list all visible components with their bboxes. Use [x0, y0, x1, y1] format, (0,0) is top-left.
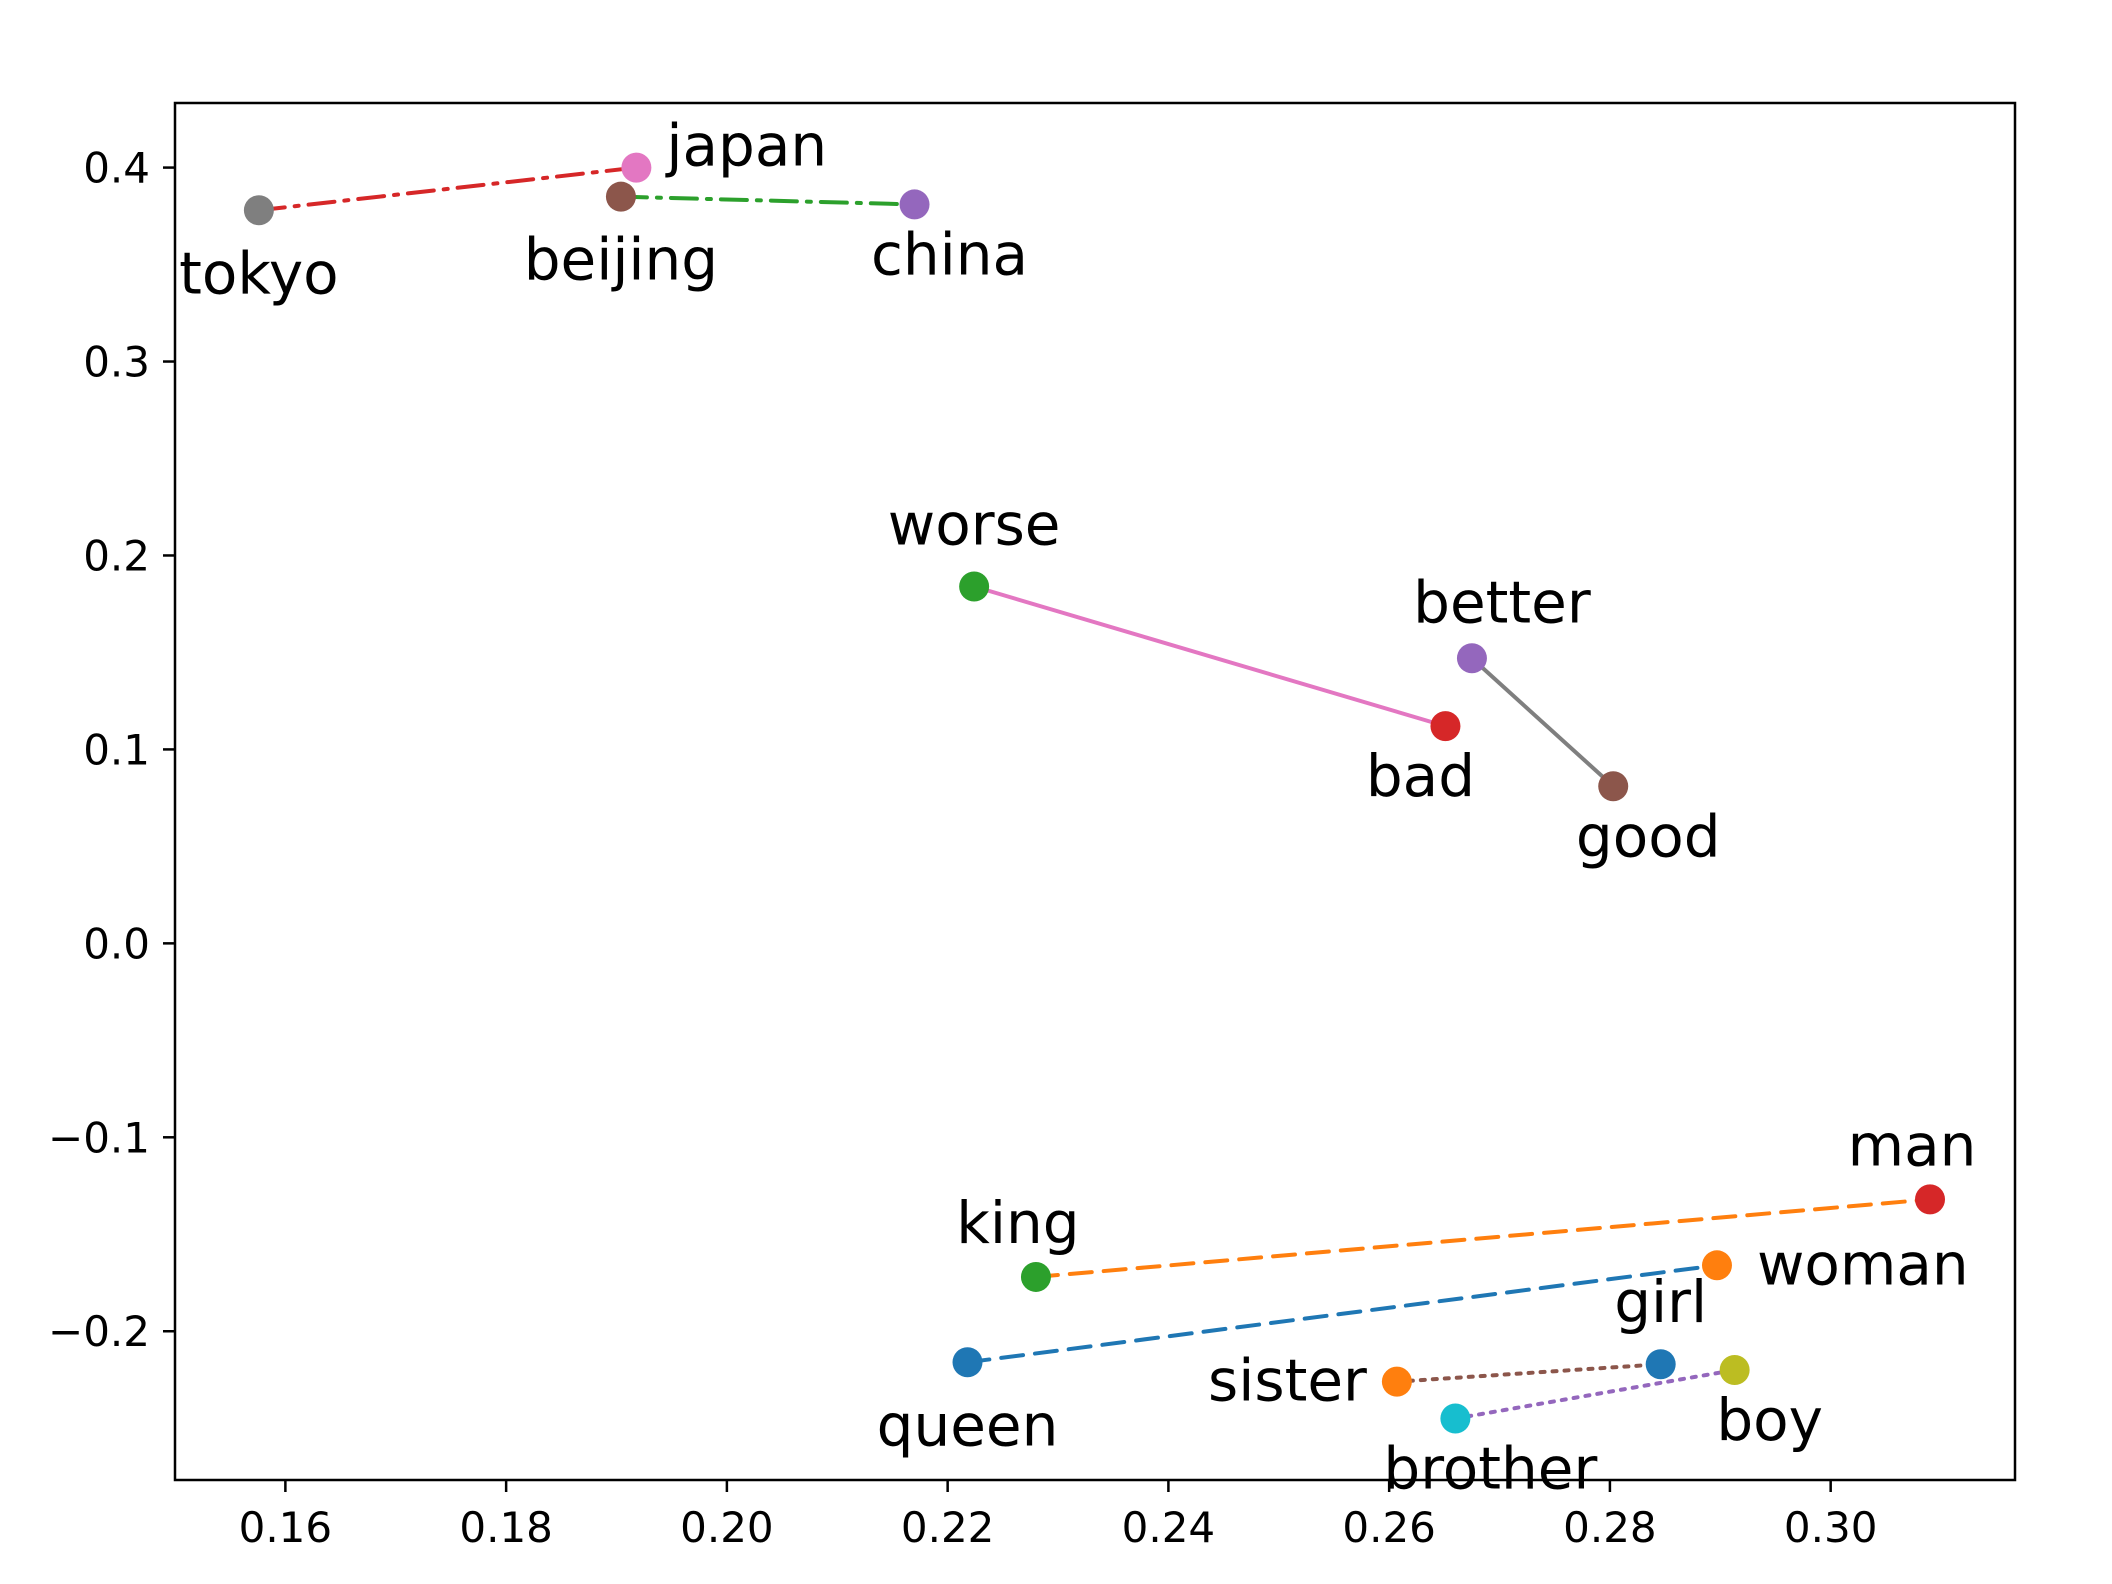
- point-worse: [959, 571, 990, 602]
- plot-area-border: [173, 101, 2017, 1482]
- label-boy: boy: [1716, 1386, 1823, 1454]
- point-king: [1020, 1261, 1051, 1292]
- point-tokyo: [243, 195, 274, 226]
- y-tick-label: −0.2: [48, 1307, 150, 1356]
- x-tick-label: 0.26: [1342, 1503, 1436, 1552]
- y-axis: 0.4 0.3 0.2 0.1 0.0 −0.1 −0.2: [48, 144, 175, 1356]
- y-tick-label: 0.0: [83, 919, 150, 968]
- x-tick-label: 0.22: [901, 1503, 995, 1552]
- y-tick-label: 0.3: [83, 338, 150, 387]
- point-better: [1456, 643, 1487, 674]
- point-china: [899, 189, 930, 220]
- pair-lines: [256, 165, 1933, 1421]
- data-points: [243, 152, 1946, 1434]
- point-bad: [1430, 711, 1461, 742]
- x-tick-label: 0.16: [239, 1503, 333, 1552]
- point-girl: [1645, 1349, 1676, 1380]
- pair-line-queen-woman: [965, 1263, 1719, 1365]
- label-better: better: [1413, 568, 1591, 636]
- y-tick-label: 0.2: [83, 531, 150, 580]
- label-sister: sister: [1208, 1347, 1367, 1415]
- pair-line-better-good: [1469, 656, 1616, 789]
- label-brother: brother: [1383, 1435, 1597, 1503]
- point-sister: [1381, 1366, 1412, 1397]
- x-tick-label: 0.24: [1122, 1503, 1216, 1552]
- y-tick-label: 0.1: [83, 725, 150, 774]
- label-china: china: [871, 220, 1028, 288]
- point-japan: [621, 152, 652, 183]
- pair-line-beijing-china: [618, 194, 917, 207]
- point-labels: tokyo japan beijing china worse bad better good…: [179, 112, 1976, 1503]
- label-worse: worse: [888, 491, 1061, 559]
- pair-line-tokyo-japan: [256, 165, 639, 213]
- point-woman: [1701, 1250, 1732, 1281]
- label-tokyo: tokyo: [179, 239, 339, 307]
- pair-line-king-man: [1033, 1197, 1933, 1279]
- point-boy: [1719, 1355, 1750, 1386]
- x-axis: 0.16 0.18 0.20 0.22 0.24 0.26 0.28 0.30: [239, 1480, 1878, 1552]
- x-tick-label: 0.28: [1563, 1503, 1657, 1552]
- label-good: good: [1576, 802, 1721, 870]
- point-man: [1915, 1184, 1946, 1215]
- label-japan: japan: [664, 112, 827, 180]
- point-beijing: [605, 181, 636, 212]
- x-tick-label: 0.30: [1784, 1503, 1878, 1552]
- point-good: [1598, 771, 1629, 802]
- label-king: king: [956, 1189, 1079, 1257]
- label-beijing: beijing: [524, 226, 718, 294]
- label-man: man: [1848, 1111, 1977, 1179]
- pair-line-brother-boy: [1453, 1368, 1737, 1421]
- y-tick-label: 0.4: [83, 144, 150, 193]
- axes-frame: [173, 101, 2017, 1482]
- label-queen: queen: [877, 1391, 1059, 1459]
- point-queen: [952, 1347, 983, 1378]
- label-woman: woman: [1757, 1230, 1969, 1298]
- label-bad: bad: [1366, 742, 1475, 810]
- pair-line-sister-girl: [1394, 1362, 1663, 1384]
- x-tick-label: 0.18: [459, 1503, 553, 1552]
- y-tick-label: −0.1: [48, 1113, 150, 1162]
- label-girl: girl: [1614, 1268, 1707, 1336]
- pair-line-worse-bad: [972, 584, 1448, 729]
- point-brother: [1440, 1403, 1471, 1434]
- x-tick-label: 0.20: [680, 1503, 774, 1552]
